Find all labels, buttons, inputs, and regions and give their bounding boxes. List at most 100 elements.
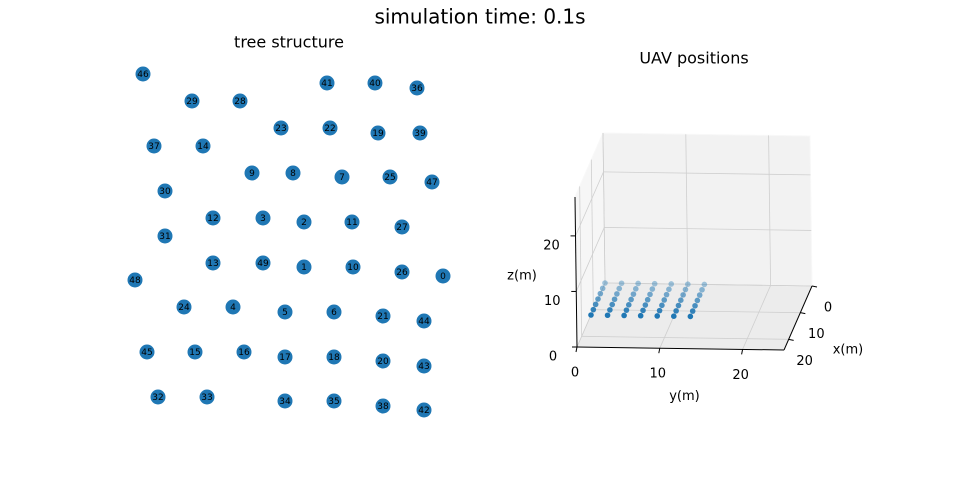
uav-point [654,313,661,319]
node-label: 2 [301,218,307,228]
node [416,313,432,329]
node [199,389,215,405]
node-label: 11 [346,218,357,228]
node-label: 47 [426,178,437,188]
node [344,214,360,230]
node [375,353,391,369]
x-tick-label: 20 [796,354,813,369]
tick-mark [575,346,578,353]
node [367,75,383,91]
uav-point [588,312,594,318]
node [236,344,252,360]
x-tick-label: 10 [808,327,825,342]
node-label: 8 [290,169,296,179]
tick-mark [741,349,744,355]
z-axis [574,196,578,348]
node-label: 28 [234,97,246,107]
uav-point [649,286,656,292]
node-label: 35 [328,397,339,407]
node-label: 19 [372,129,384,139]
node [416,358,432,374]
node-label: 39 [414,129,426,139]
grid-line [603,171,811,176]
node [150,389,166,405]
y-tick-label: 10 [650,367,667,382]
grid-line [604,227,812,231]
grid-line [604,282,813,287]
node [326,304,342,320]
node-label: 20 [377,357,389,367]
node [176,299,192,315]
node-label: 25 [384,173,395,183]
node [394,219,410,235]
node-label: 31 [159,232,170,242]
uav-point [618,280,625,287]
uav-point [673,308,679,314]
z-axis-label: z(m) [507,269,537,284]
uav-point [625,302,632,308]
node-label: 46 [137,70,149,80]
uav-point [647,291,653,298]
node [296,214,312,230]
node-label: 43 [418,362,429,372]
tree-title: tree structure [234,33,344,52]
grid-line [575,171,604,237]
node [424,174,440,190]
uav-point [609,301,616,308]
tick-mark [811,285,818,288]
uav-point [651,280,658,287]
node-label: 26 [396,268,408,278]
uav-point [661,297,668,303]
y-tick-label: 0 [571,366,579,381]
uav-point [696,292,703,298]
node [326,393,342,409]
uav-point [621,312,627,319]
node-label: 12 [207,214,218,224]
node [409,80,425,96]
node-label: 4 [230,303,236,313]
node [416,402,432,418]
node [334,169,350,185]
node [319,75,335,91]
grid-line [602,132,606,284]
node [157,183,173,199]
node [412,125,428,141]
node-label: 3 [260,214,266,224]
node-label: 30 [159,187,171,197]
node-label: 42 [418,406,429,416]
node-label: 36 [411,84,423,94]
node [184,93,200,109]
node-label: 49 [257,259,269,269]
uav-point [685,281,691,288]
uav-point [659,302,665,309]
node-label: 29 [186,97,198,107]
uav-point [675,302,682,309]
uav-point [604,312,611,319]
y-axis [576,346,785,351]
node [232,93,248,109]
uav-point [671,313,677,320]
uav-point [666,286,672,293]
z-tick-label: 0 [549,350,557,365]
node [135,66,151,82]
z-tick-label: 20 [543,238,560,253]
node-label: 7 [339,173,345,183]
grid-line [768,135,771,286]
node-label: 27 [396,223,407,233]
node-label: 22 [324,124,335,134]
uav-point [644,296,651,303]
uav-point [694,297,701,304]
node [244,165,260,181]
node [394,264,410,280]
figure-title: simulation time: 0.1s [374,5,585,29]
node [285,165,301,181]
uav-point [635,280,641,287]
tick-mark [658,348,661,354]
node [225,299,241,315]
y-axis-label: y(m) [669,389,700,404]
node [370,125,386,141]
node-label: 48 [129,276,141,286]
uav-title: UAV positions [639,49,748,68]
node [157,228,173,244]
